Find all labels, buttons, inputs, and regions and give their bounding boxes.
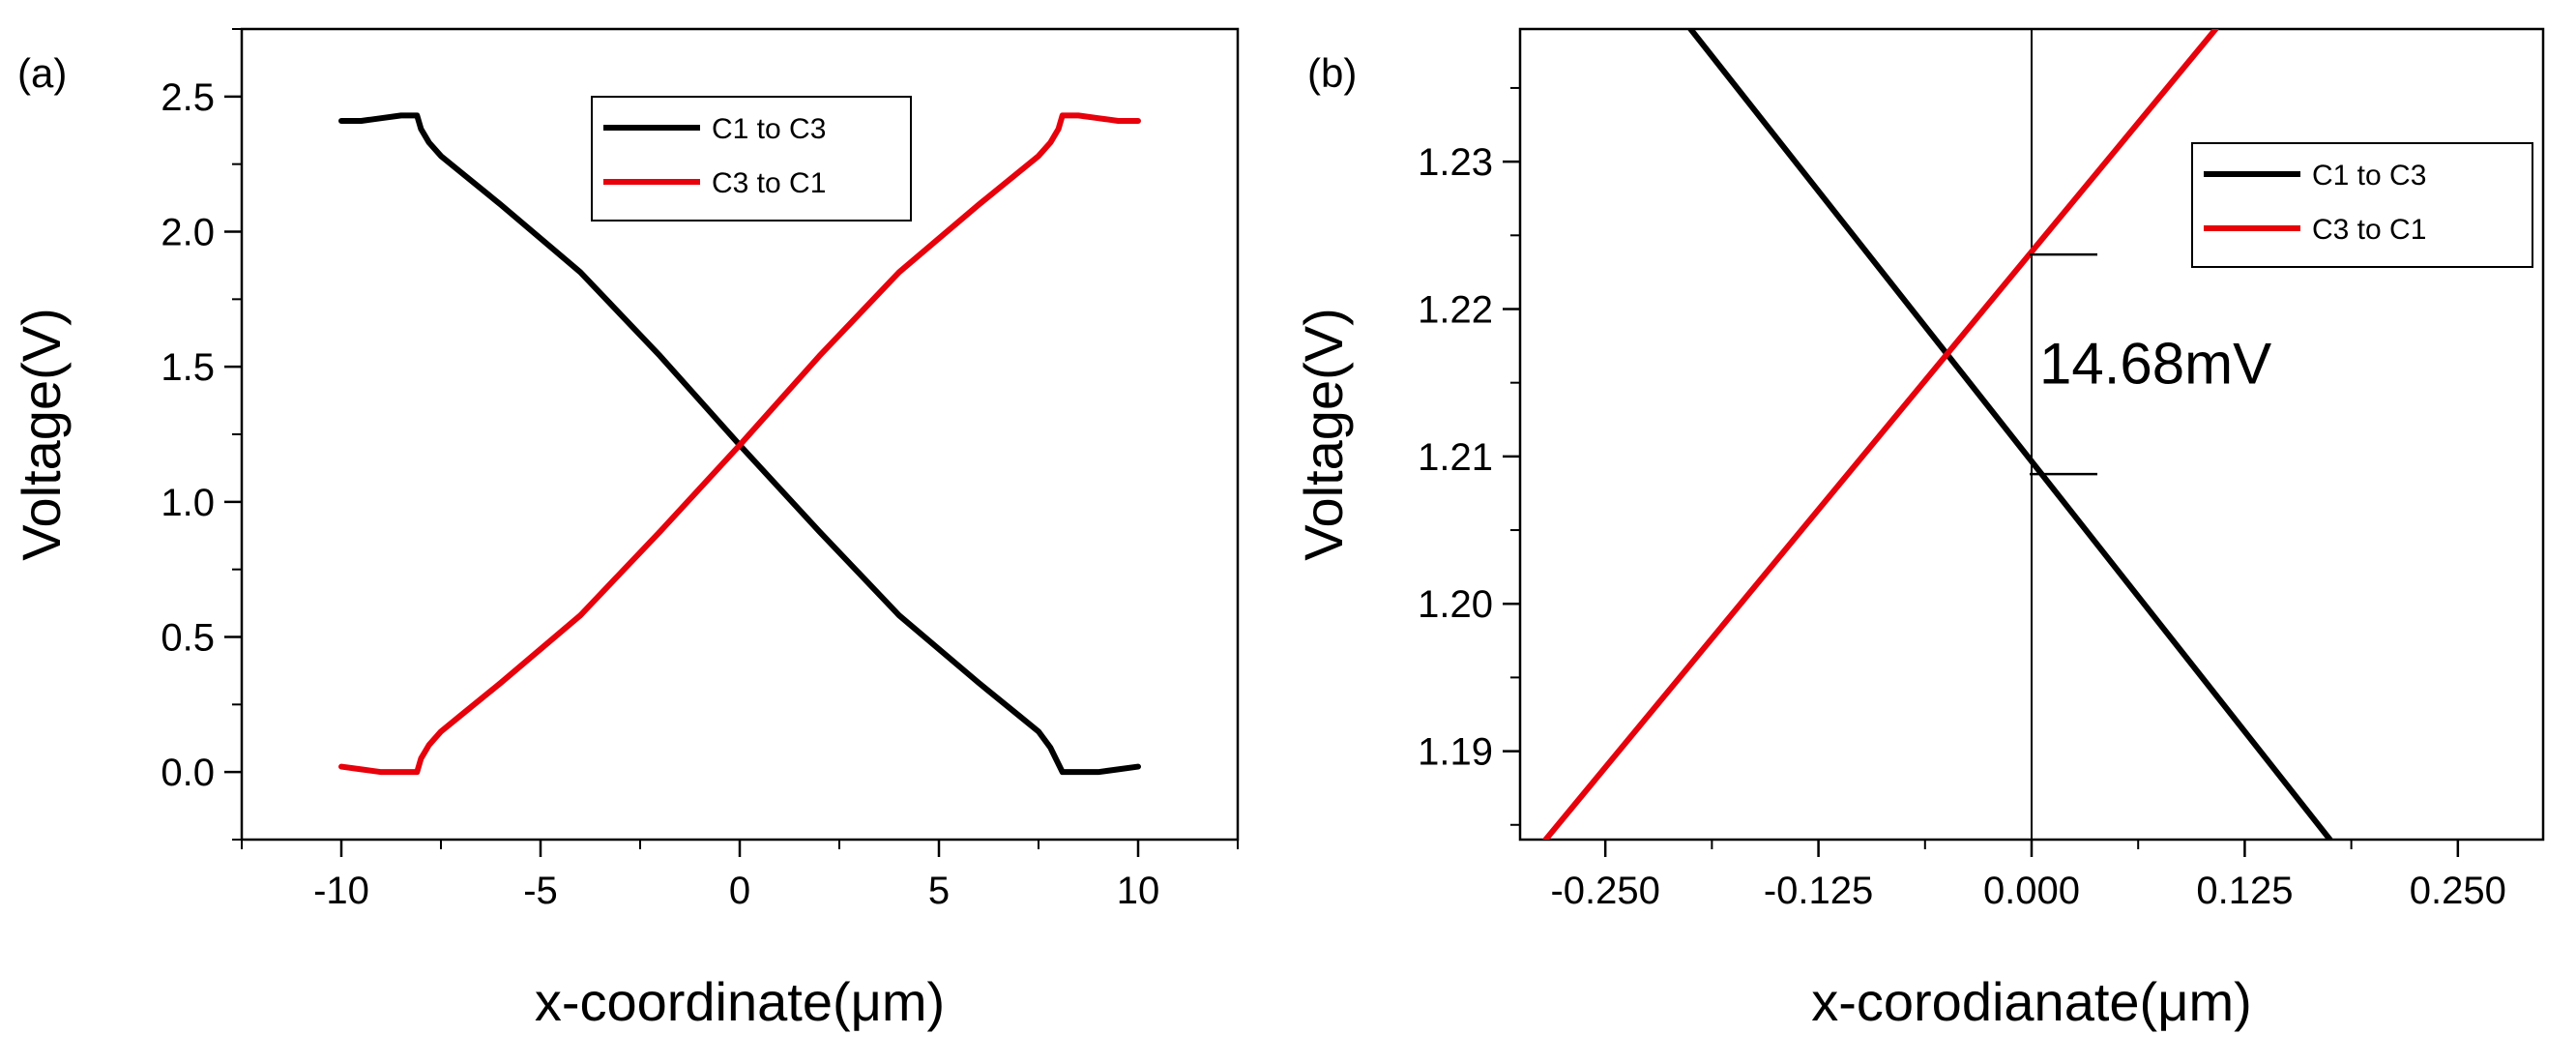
y-tick-label: 2.5 <box>161 76 215 119</box>
y-tick-label: 1.21 <box>1418 436 1493 479</box>
x-tick-label: 0 <box>729 870 750 912</box>
legend-label: C3 to C1 <box>2312 214 2426 246</box>
x-tick-label: -5 <box>523 870 558 912</box>
legend: C1 to C3 C3 to C1 <box>2191 142 2533 268</box>
y-tick-label: 1.23 <box>1418 141 1493 184</box>
legend: C1 to C3 C3 to C1 <box>591 96 912 222</box>
legend-box <box>2191 142 2533 268</box>
legend-label: C1 to C3 <box>2312 160 2426 192</box>
x-tick-label: -10 <box>313 870 369 912</box>
y-tick-label: 0.5 <box>161 617 215 660</box>
panel-label: (a) <box>17 50 67 96</box>
chart-panel-a: (a) 0.0 0.5 1.0 1.5 2.0 2.5 -10 -5 0 5 10 x-coordina… <box>11 27 1240 1032</box>
x-tick-label: 0.125 <box>2196 870 2293 912</box>
legend-label: C3 to C1 <box>712 167 826 199</box>
legend-box <box>591 96 912 222</box>
y-tick-label: 1.22 <box>1418 288 1493 331</box>
x-tick-label: -0.125 <box>1764 870 1873 912</box>
x-axis-title: x-corodianate(μm) <box>1811 971 2252 1032</box>
series-line-c3-to-c1 <box>1542 29 2219 840</box>
plot-area <box>1542 29 2333 840</box>
x-tick-label: 0.000 <box>1983 870 2080 912</box>
series-line-c3-to-c1 <box>338 112 1141 776</box>
y-tick-label: 1.0 <box>161 482 215 524</box>
y-tick-label: 2.0 <box>161 212 215 254</box>
legend-label: C1 to C3 <box>712 113 826 145</box>
x-axis-title: x-coordinate(μm) <box>535 971 945 1032</box>
panel-label: (b) <box>1307 50 1357 96</box>
y-tick-label: 1.5 <box>161 346 215 389</box>
chart-panel-b: (b) 1.19 1.20 1.21 1.22 1.23 -0.250 -0.125 0.000… <box>1293 27 2545 1032</box>
y-tick-label: 0.0 <box>161 752 215 794</box>
y-axis-title: Voltage(V) <box>1293 308 1354 561</box>
x-tick-label: 0.250 <box>2410 870 2506 912</box>
x-tick-label: 10 <box>1117 870 1160 912</box>
y-tick-label: 1.19 <box>1418 731 1493 774</box>
x-tick-label: -0.250 <box>1550 870 1659 912</box>
annotation-label: 14.68mV <box>2039 332 2271 397</box>
x-tick-label: 5 <box>928 870 950 912</box>
series-line-c1-to-c3 <box>1687 29 2333 840</box>
y-tick-label: 1.20 <box>1418 583 1493 626</box>
y-axis-title: Voltage(V) <box>11 308 72 561</box>
plot-area <box>338 112 1141 776</box>
